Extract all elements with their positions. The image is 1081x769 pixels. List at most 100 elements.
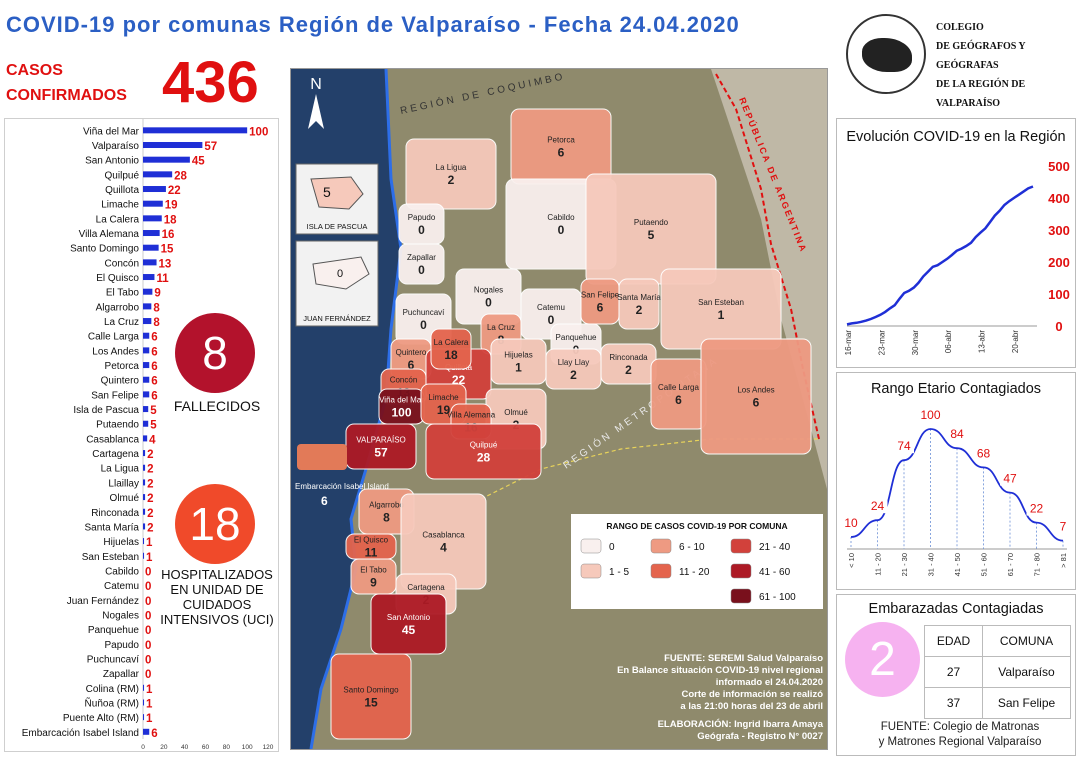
x-tick-label: 23-mar [877,330,886,356]
commune-bar [143,376,150,383]
confirmed-cases-total: 436 [162,50,259,115]
commune-label: Panquehue [88,625,140,636]
commune-label: Viña del Mar [83,126,140,137]
bar-value-label: 6 [151,332,157,344]
data-label-bg [1000,471,1020,486]
north-arrow-shape [308,94,324,129]
source-line: FUENTE: Colegio de Matronas [880,721,1040,733]
commune-name: Casablanca [422,531,465,540]
y-tick-label: 400 [1048,191,1070,206]
legend-item-label: 21 - 40 [759,542,791,553]
inset-easter-island [295,163,379,235]
commune-name: Petorca [547,136,575,145]
y-tick-label: 300 [1048,223,1070,238]
commune-name: San Esteban [698,298,744,307]
x-tick-label: 41 - 50 [953,553,962,576]
easter-island-shape [310,176,364,210]
bar-value-label: 45 [192,156,205,168]
bar-value-label: 5 [150,405,157,417]
commune-label: Valparaíso [92,141,140,152]
y-tick-label: 500 [1048,159,1070,174]
commune-name: El Tabo [360,566,387,575]
inset-label: JUAN FERNÁNDEZ [303,314,371,323]
commune-name: Los Andes [737,386,774,395]
legend-item-label: 11 - 20 [679,567,710,578]
bar-value-label: 19 [165,200,178,212]
commune-area [330,653,412,740]
x-tick-label: 80 [223,744,231,751]
table-header-row: EDAD COMUNA [924,625,1071,657]
commune-bar [143,127,248,134]
x-tick-label: > 81 [1059,553,1068,568]
commune-bar [143,186,166,193]
commune-value: 6 [753,396,760,410]
commune-label: Villa Alemana [79,229,140,240]
legend-swatch [580,563,602,579]
commune-label: Hijuelas [103,537,139,548]
bar-value-label: 0 [145,669,151,681]
deaths-label: FALLECIDOS [173,398,261,414]
commune-label: Ñuñoa (RM) [85,696,139,709]
data-label-bg [867,499,888,514]
icu-badge: 18 [175,484,255,564]
confirmed-cases-label: CASOS CONFIRMADOS [6,62,127,104]
y-tick-label: 200 [1048,255,1070,270]
commune-value: 0 [548,313,555,327]
bar-value-label: 13 [159,258,172,270]
college-logo [846,14,926,94]
legend-item-label: 0 [609,542,615,553]
bar-value-label: 2 [147,508,153,520]
commune-label: Quintero [101,376,140,387]
commune-value: 6 [675,393,682,407]
commune-bar [143,552,145,559]
bar-value-label: 8 [153,317,160,329]
commune-label: Concón [105,258,139,269]
map-source-line: a las 21:00 horas del 23 de abril [680,701,823,712]
commune-label: Olmué [110,493,140,504]
x-tick-label: 40 [181,744,189,751]
data-label-bg [1053,519,1073,534]
bar-value-label: 57 [204,141,217,153]
x-tick-label: 71 - 80 [1033,553,1042,576]
commune-value: 8 [383,511,390,525]
commune-label: Santa María [85,522,140,533]
commune-area [350,558,397,595]
commune-name: Olmué [504,408,528,417]
bar-value-label: 18 [164,214,177,226]
commune-name: La Cruz [487,323,515,332]
commune-name: Rinconada [609,353,648,362]
commune-name: Nogales [474,286,503,295]
commune-value: 6 [558,146,565,160]
legend-swatch [730,563,752,579]
commune-name: San Antonio [387,613,431,622]
commune-label: Zapallar [103,669,140,680]
legend-swatch [580,538,602,554]
bar-value-label: 16 [162,229,175,241]
commune-bar [143,215,162,222]
commune-name: Panquehue [556,333,597,342]
legend-swatch [730,538,752,554]
commune-name: Quintero [396,348,427,357]
evolution-title: Evolución COVID-19 en la Región [846,129,1066,145]
source-line: y Matrones Regional Valparaíso [878,736,1042,748]
data-label-bg [841,516,861,530]
commune-value: 28 [477,451,491,465]
commune-label: Casablanca [86,434,139,445]
commune-label: Papudo [105,640,140,651]
bar-value-label: 4 [149,434,156,446]
bar-value-label: 0 [145,640,151,652]
commune-area [370,593,447,655]
commune-value: 0 [420,318,427,332]
age-range-chart: 10 24 74 100 84 68 47 22 7 < 10 11 - 20 21 - 30 31 -… [841,408,1073,576]
commune-label: Petorca [105,361,140,372]
x-tick-label: 51 - 60 [980,553,989,576]
north-arrow-icon: N [310,76,322,93]
commune-bar [143,171,173,178]
commune-name: VALPARAÍSO [356,436,406,445]
commune-label: Puchuncaví [87,654,139,665]
inset-value: 0 [337,268,343,280]
commune-value: 6 [597,301,604,315]
commune-label: San Esteban [82,552,139,563]
